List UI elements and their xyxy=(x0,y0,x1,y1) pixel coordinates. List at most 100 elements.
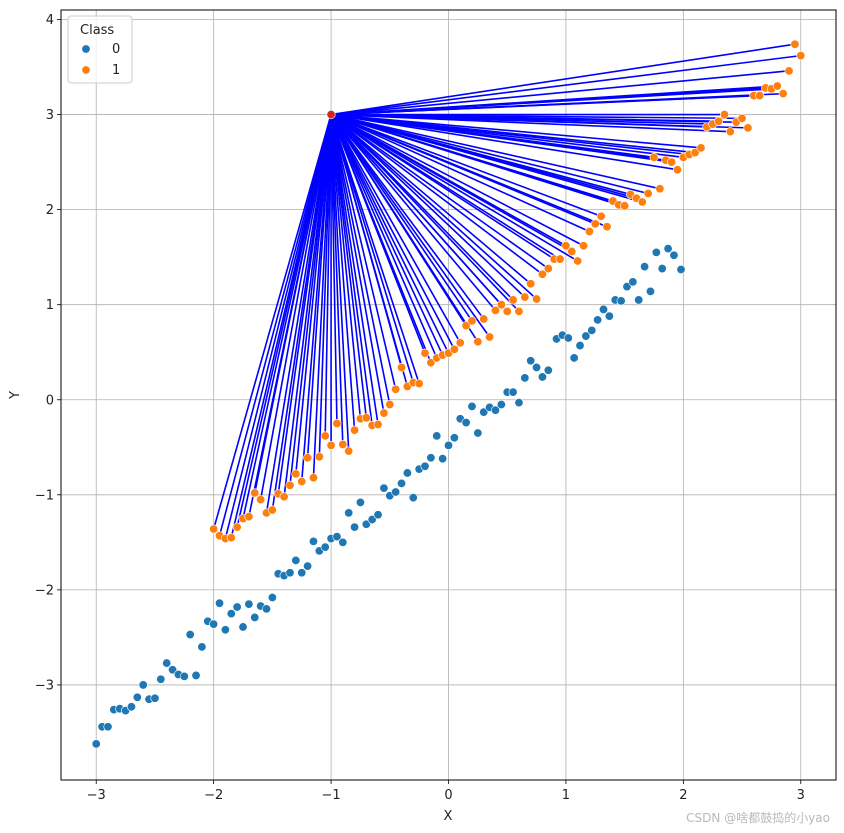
class-1-point xyxy=(737,113,747,123)
class-1-point xyxy=(649,152,659,162)
class-1-point xyxy=(784,66,794,76)
class-0-point xyxy=(350,522,360,532)
connector-line xyxy=(331,113,702,149)
connector-line xyxy=(318,114,332,457)
class-0-point xyxy=(432,431,442,441)
class-0-point xyxy=(669,250,679,260)
connector-line xyxy=(330,54,801,116)
connector-line xyxy=(324,114,332,436)
class-0-point xyxy=(651,247,661,257)
class-1-point xyxy=(543,264,553,274)
x-tick-label: 1 xyxy=(562,788,570,803)
class-0-point xyxy=(490,405,500,415)
class-1-point xyxy=(778,89,788,99)
connector-line xyxy=(330,114,362,419)
connector-line xyxy=(265,114,332,514)
y-tick-label: 3 xyxy=(46,108,54,123)
class-1-point xyxy=(473,337,483,347)
x-tick-label: −2 xyxy=(204,788,223,803)
class-0-point xyxy=(103,722,113,732)
class-0-point xyxy=(449,433,459,443)
connector-line xyxy=(330,113,532,285)
class-0-point xyxy=(308,536,318,546)
connector-line xyxy=(330,113,608,228)
connector-line xyxy=(331,92,784,116)
class-1-point xyxy=(714,116,724,126)
y-tick-label: −1 xyxy=(35,488,54,503)
class-0-point xyxy=(575,341,585,351)
connector-line xyxy=(330,43,796,116)
class-0-point xyxy=(426,453,436,463)
connector-line xyxy=(330,113,579,262)
class-0-point xyxy=(179,671,189,681)
y-tick-label: 0 xyxy=(46,393,54,408)
y-tick-label: −2 xyxy=(35,583,54,598)
y-tick-label: −3 xyxy=(35,678,54,693)
class-1-point xyxy=(696,143,706,153)
class-1-point xyxy=(414,379,424,389)
connector-line xyxy=(330,113,561,260)
class-0-point xyxy=(543,365,553,375)
connector-line xyxy=(330,113,678,171)
class-0-point xyxy=(132,692,142,702)
connector-line xyxy=(306,114,332,458)
connector-line xyxy=(331,113,748,129)
connector-line xyxy=(330,113,573,253)
class-1-point xyxy=(209,524,219,534)
connector-line xyxy=(330,114,450,354)
x-tick-label: −3 xyxy=(87,788,106,803)
anchor-point xyxy=(326,110,336,120)
connector-line xyxy=(330,113,672,163)
class-1-point xyxy=(244,512,254,522)
class-0-point xyxy=(569,353,579,363)
connector-line xyxy=(330,114,473,322)
class-1-point xyxy=(267,505,277,515)
class-0-point xyxy=(232,602,242,612)
class-1-point xyxy=(596,211,606,221)
class-1-point xyxy=(490,305,500,315)
class-0-point xyxy=(126,702,136,712)
class-0-point xyxy=(261,604,271,614)
connector-line xyxy=(330,113,549,270)
connector-line xyxy=(330,114,520,312)
connector-line xyxy=(330,114,368,418)
class-1-point xyxy=(379,408,389,418)
class-1-point xyxy=(320,431,330,441)
class-1-point xyxy=(385,400,395,410)
connector-line xyxy=(218,114,332,536)
connector-line xyxy=(312,114,332,478)
class-0-point xyxy=(408,493,418,503)
connector-line xyxy=(330,113,543,275)
class-0-point xyxy=(209,619,219,629)
class-0-point xyxy=(197,642,207,652)
connector-line xyxy=(330,114,432,363)
legend-marker-class-0 xyxy=(81,44,91,54)
class-1-point xyxy=(719,110,729,120)
class-1-point xyxy=(426,358,436,368)
class-1-point xyxy=(361,413,371,423)
class-0-point xyxy=(587,325,597,335)
class-0-point xyxy=(244,599,254,609)
connector-line xyxy=(330,114,350,452)
class-1-point xyxy=(226,533,236,543)
class-1-point xyxy=(467,316,477,326)
class-1-point xyxy=(291,469,301,479)
class-0-point xyxy=(520,373,530,383)
class-0-point xyxy=(320,542,330,552)
connector-line xyxy=(330,113,526,298)
class-0-point xyxy=(156,674,166,684)
connector-line xyxy=(330,114,379,425)
connector-line xyxy=(330,114,444,356)
connector-line xyxy=(330,113,584,247)
connector-line xyxy=(331,85,778,116)
class-1-point xyxy=(690,148,700,158)
class-0-point xyxy=(420,461,430,471)
connector-line xyxy=(295,114,332,474)
y-tick-label: 4 xyxy=(46,13,54,28)
class-0-point xyxy=(355,497,365,507)
legend-label-class-1: 1 xyxy=(112,63,120,78)
connector-line xyxy=(330,114,508,312)
class-1-point xyxy=(620,201,630,211)
connector-line xyxy=(330,114,438,359)
class-1-point xyxy=(514,306,524,316)
